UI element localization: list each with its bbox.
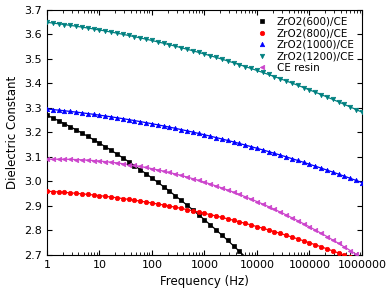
- ZrO2(1000)/CE: [45, 107, 49, 111]
- Y-axis label: Dielectric Constant: Dielectric Constant: [5, 76, 18, 189]
- Legend: ZrO2(600)/CE, ZrO2(800)/CE, ZrO2(1000)/CE, ZrO2(1200)/CE, CE resin: ZrO2(600)/CE, ZrO2(800)/CE, ZrO2(1000)/C…: [250, 15, 357, 75]
- ZrO2(1200)/CE: [325, 95, 329, 99]
- ZrO2(1200)/CE: [359, 111, 364, 114]
- ZrO2(800)/CE: [325, 247, 329, 250]
- ZrO2(600)/CE: [45, 113, 49, 117]
- CE resin: [354, 253, 358, 256]
- CE resin: [330, 238, 335, 242]
- CE resin: [359, 256, 364, 260]
- ZrO2(1000)/CE: [103, 114, 107, 118]
- CE resin: [126, 163, 131, 166]
- Line: ZrO2(1200)/CE: ZrO2(1200)/CE: [45, 20, 364, 114]
- ZrO2(800)/CE: [359, 260, 364, 264]
- Line: ZrO2(600)/CE: ZrO2(600)/CE: [45, 113, 364, 294]
- ZrO2(1200)/CE: [80, 25, 84, 29]
- X-axis label: Frequency (Hz): Frequency (Hz): [160, 275, 249, 288]
- ZrO2(800)/CE: [103, 195, 107, 198]
- ZrO2(1200)/CE: [161, 41, 166, 45]
- ZrO2(800)/CE: [354, 258, 358, 261]
- ZrO2(1200)/CE: [120, 33, 125, 36]
- ZrO2(1000)/CE: [359, 181, 364, 184]
- ZrO2(600)/CE: [120, 156, 125, 160]
- Line: ZrO2(800)/CE: ZrO2(800)/CE: [45, 189, 364, 264]
- ZrO2(1000)/CE: [80, 111, 84, 115]
- ZrO2(600)/CE: [103, 145, 107, 148]
- Line: CE resin: CE resin: [45, 157, 364, 260]
- ZrO2(800)/CE: [161, 203, 166, 207]
- ZrO2(1200)/CE: [103, 29, 107, 33]
- ZrO2(1000)/CE: [161, 124, 166, 128]
- ZrO2(800)/CE: [80, 192, 84, 196]
- CE resin: [85, 158, 90, 162]
- CE resin: [56, 157, 61, 161]
- ZrO2(1000)/CE: [325, 168, 329, 172]
- CE resin: [109, 161, 113, 164]
- ZrO2(800)/CE: [120, 197, 125, 200]
- ZrO2(600)/CE: [161, 185, 166, 188]
- ZrO2(600)/CE: [80, 131, 84, 135]
- Line: ZrO2(1000)/CE: ZrO2(1000)/CE: [45, 107, 364, 185]
- ZrO2(1200)/CE: [354, 108, 358, 111]
- ZrO2(1000)/CE: [354, 179, 358, 182]
- ZrO2(1200)/CE: [45, 21, 49, 24]
- ZrO2(800)/CE: [45, 189, 49, 193]
- ZrO2(1000)/CE: [120, 117, 125, 120]
- CE resin: [45, 158, 49, 161]
- CE resin: [167, 171, 172, 174]
